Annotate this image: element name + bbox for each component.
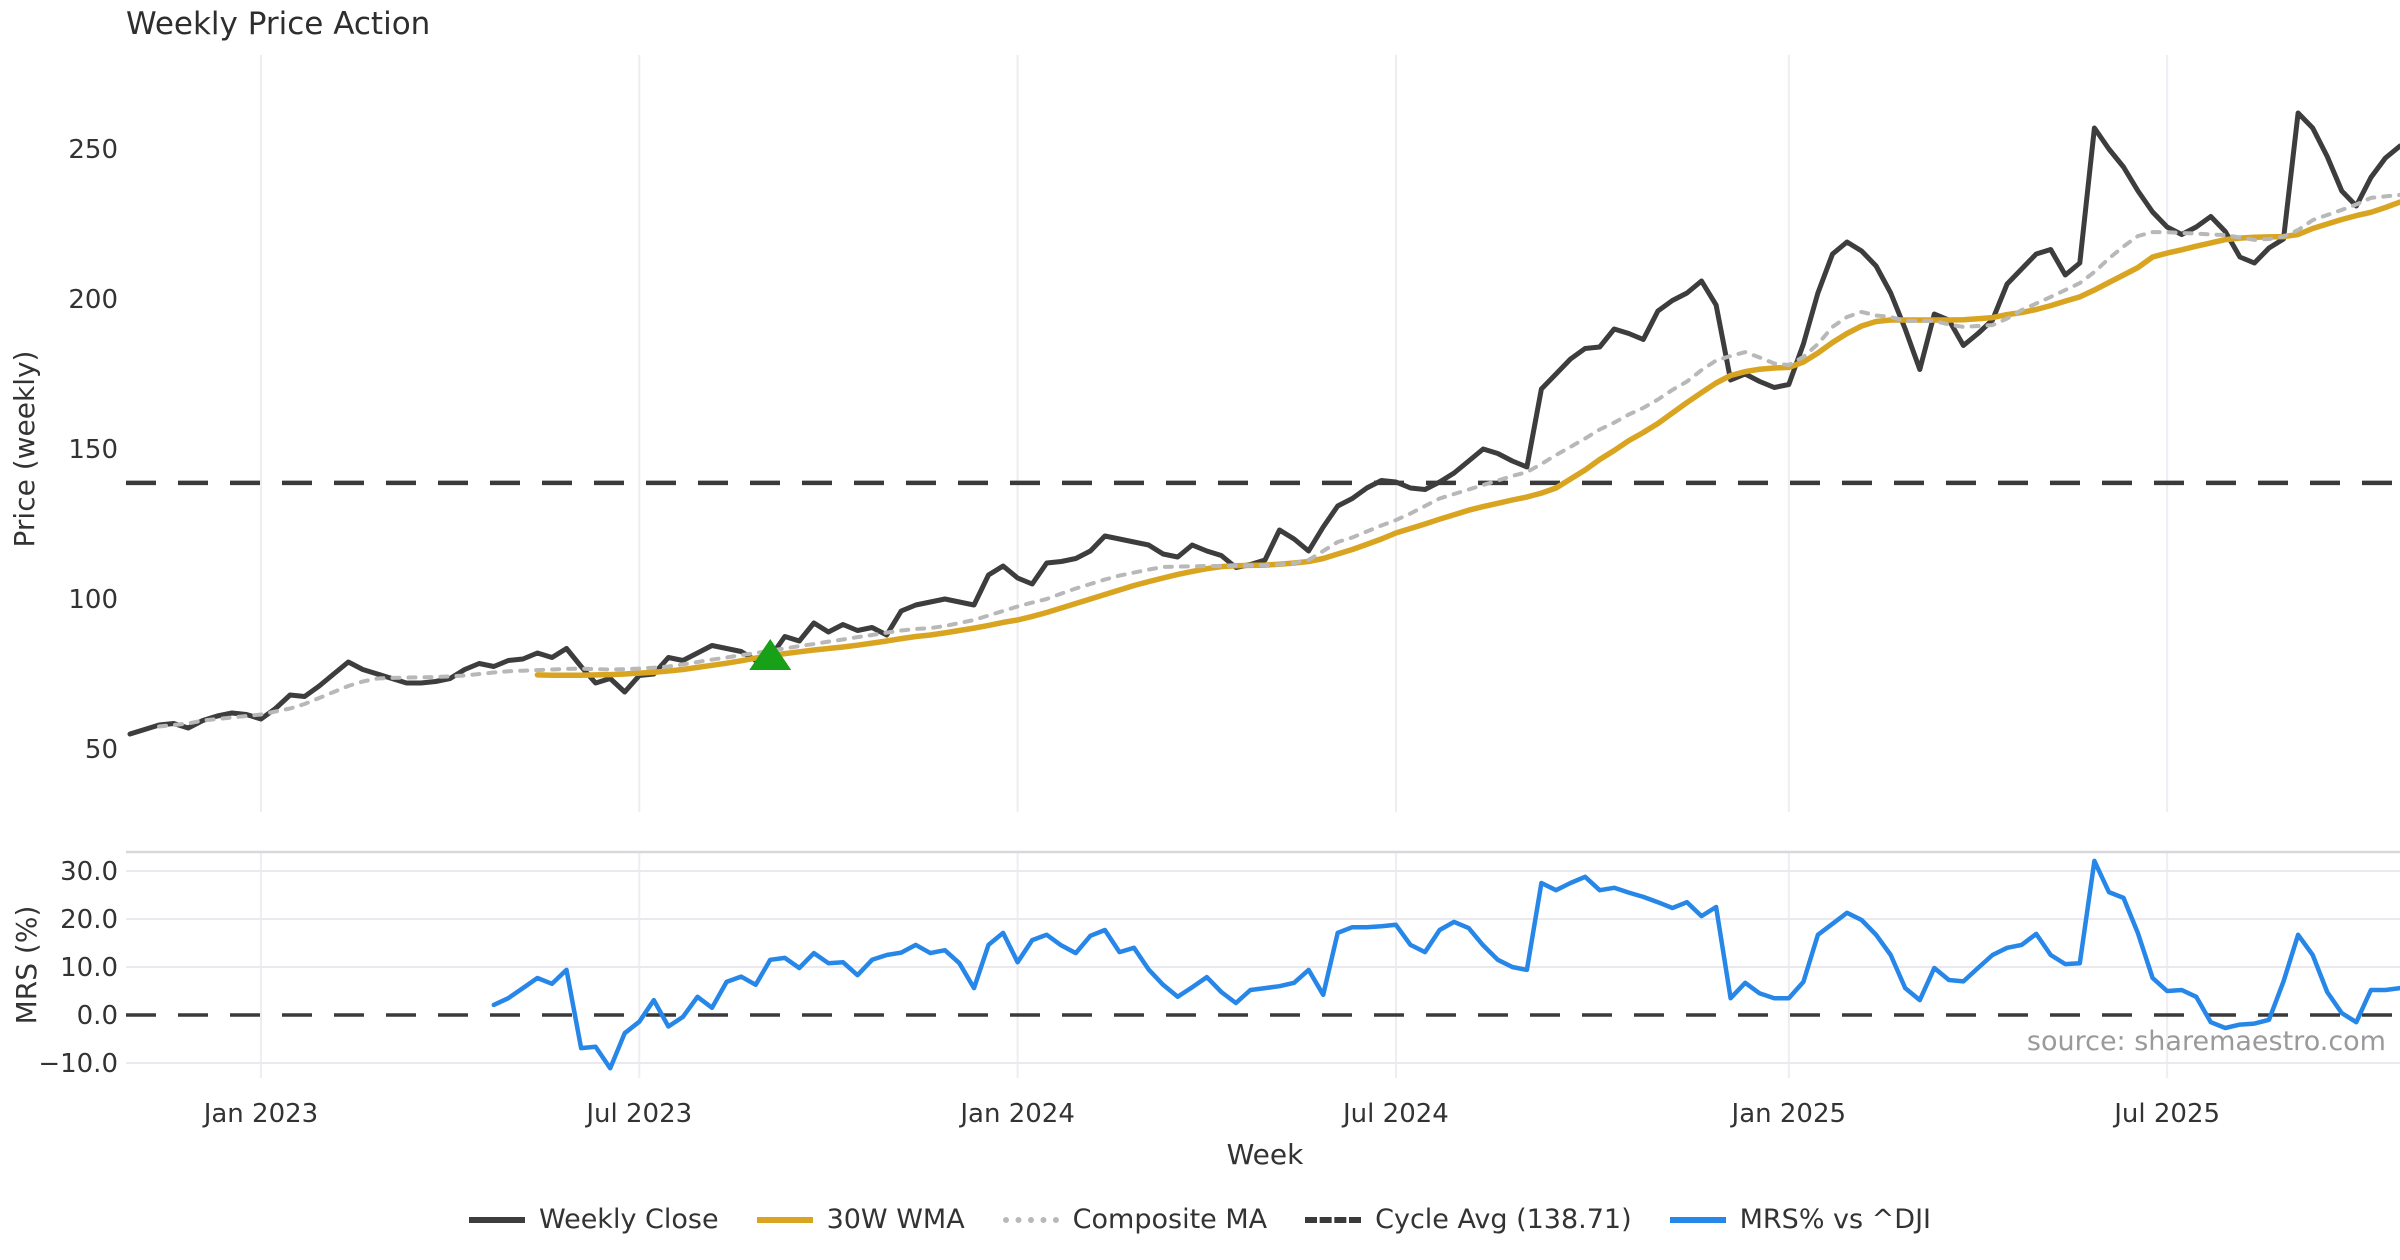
composite-ma-line	[157, 192, 2400, 729]
price-axis-label: Price (weekly)	[8, 351, 41, 548]
mrs-pct-line	[491, 858, 2400, 1071]
legend-item-composite-ma: Composite MA	[1002, 1204, 1268, 1235]
legend-label: 30W WMA	[826, 1204, 965, 1235]
mrs-ytick-label: 0.0	[77, 1001, 118, 1031]
mrs-ytick-label: 30.0	[60, 857, 118, 887]
mrs-ytick-label: 10.0	[60, 953, 118, 983]
legend-item-30w-wma: 30W WMA	[756, 1204, 965, 1235]
chart-title: Weekly Price Action	[126, 6, 431, 42]
x-tick-label: Jul 2025	[2112, 1099, 2220, 1129]
price-ytick-label: 250	[68, 135, 118, 165]
legend-label: Composite MA	[1072, 1204, 1268, 1235]
legend-label: Weekly Close	[538, 1204, 719, 1235]
legend-swatch-dotted-icon	[1002, 1216, 1059, 1223]
legend-swatch-solid-icon	[756, 1216, 813, 1223]
mrs-ytick-label: 20.0	[60, 905, 118, 935]
x-tick-label: Jan 2023	[202, 1099, 319, 1129]
x-tick-label: Jul 2023	[584, 1099, 692, 1129]
x-tick-label: Jan 2025	[1730, 1099, 1847, 1129]
price-ytick-label: 150	[68, 435, 118, 465]
legend-label: MRS% vs ^DJI	[1739, 1204, 1932, 1235]
buy-signal-triangle-icon	[749, 639, 792, 670]
legend-item-weekly-close: Weekly Close	[468, 1204, 719, 1235]
legend-label: Cycle Avg (138.71)	[1375, 1204, 1632, 1235]
legend-item-mrs-vs-dji: MRS% vs ^DJI	[1669, 1204, 1932, 1235]
weekly-close-line	[127, 110, 2400, 737]
legend-swatch-solid-icon	[468, 1216, 525, 1223]
source-note: source: sharemaestro.com	[2026, 1026, 2386, 1057]
price-ytick-label: 50	[85, 735, 118, 765]
legend: Weekly Close 30W WMA Composite MA Cycle Avg…	[0, 1204, 2400, 1235]
x-tick-label: Jul 2024	[1341, 1099, 1449, 1129]
wma-30w-line	[534, 199, 2400, 678]
legend-swatch-solid-icon	[1669, 1216, 1726, 1223]
mrs-ytick-label: −10.0	[38, 1049, 118, 1079]
mrs-axis-label: MRS (%)	[10, 906, 43, 1025]
price-ytick-label: 100	[68, 585, 118, 615]
price-ytick-label: 200	[68, 285, 118, 315]
x-tick-label: Jan 2024	[958, 1099, 1075, 1129]
x-axis-label: Week	[1226, 1138, 1304, 1171]
legend-swatch-dashed-icon	[1305, 1216, 1362, 1223]
legend-item-cycle-avg-138-71: Cycle Avg (138.71)	[1305, 1204, 1632, 1235]
